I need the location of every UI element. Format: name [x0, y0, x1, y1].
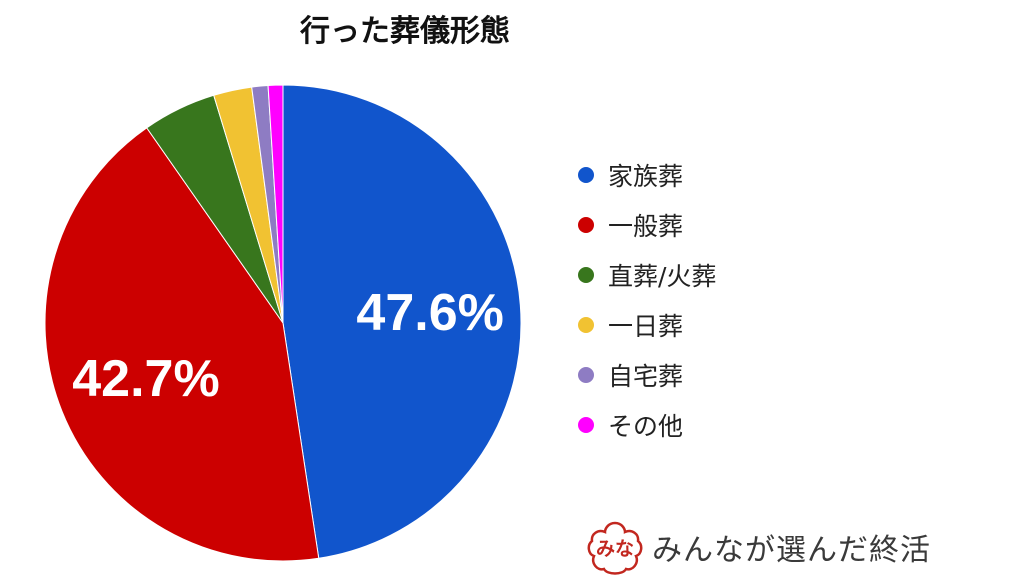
legend-item: 一般葬: [578, 200, 716, 250]
legend-swatch: [578, 217, 594, 233]
legend-swatch: [578, 317, 594, 333]
legend-item: 自宅葬: [578, 350, 716, 400]
pie-chart: 47.6% 42.7%: [44, 84, 522, 562]
legend-item: 直葬/火葬: [578, 250, 716, 300]
legend-item: 家族葬: [578, 150, 716, 200]
legend-label: 自宅葬: [608, 362, 684, 391]
legend-swatch: [578, 417, 594, 433]
pie-data-labels: 47.6% 42.7%: [72, 284, 504, 408]
pie-slice: [44, 127, 320, 562]
legend-label: 一般葬: [608, 212, 684, 241]
pie-slices: [44, 84, 522, 562]
brand-name: みんなが選んだ終活: [652, 533, 931, 568]
brand: みな みんなが選んだ終活: [586, 518, 931, 576]
legend-item: その他: [578, 400, 716, 450]
brand-logo: みな: [587, 521, 643, 575]
logo-flower-shape: [587, 521, 643, 575]
legend-swatch: [578, 367, 594, 383]
legend-label: 一日葬: [608, 312, 684, 341]
slice-data-label: 47.6%: [356, 284, 503, 342]
legend-label: 家族葬: [608, 162, 684, 191]
slice-data-label: 42.7%: [72, 350, 219, 408]
legend-swatch: [578, 267, 594, 283]
legend-label: その他: [608, 412, 684, 441]
chart-title: 行った葬儀形態: [300, 14, 510, 49]
legend-label: 直葬/火葬: [608, 262, 717, 291]
pie-slice: [282, 84, 522, 559]
chart-legend: 家族葬一般葬直葬/火葬一日葬自宅葬その他: [578, 150, 716, 450]
logo-text: みな: [596, 538, 634, 560]
legend-swatch: [578, 167, 594, 183]
legend-item: 一日葬: [578, 300, 716, 350]
pie-slice: [267, 84, 284, 324]
